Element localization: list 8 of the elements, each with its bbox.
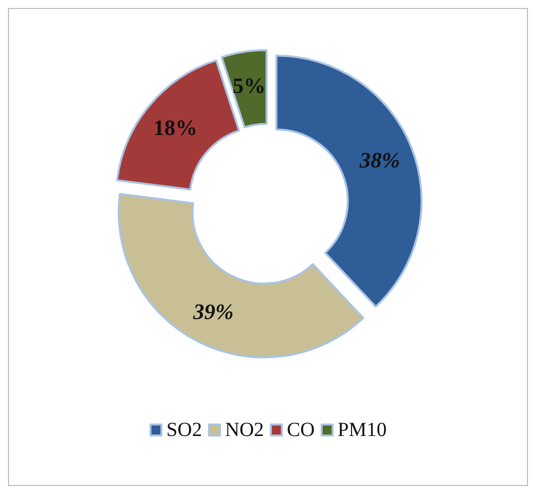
legend-label: PM10 bbox=[338, 419, 387, 441]
data-label: 38% bbox=[358, 147, 400, 172]
data-label: 5% bbox=[232, 72, 266, 98]
data-label: 39% bbox=[192, 298, 234, 324]
legend-label: CO bbox=[286, 419, 315, 441]
legend-label: SO2 bbox=[166, 419, 202, 441]
legend-label: NO2 bbox=[224, 419, 264, 441]
data-label: 18% bbox=[153, 114, 198, 140]
